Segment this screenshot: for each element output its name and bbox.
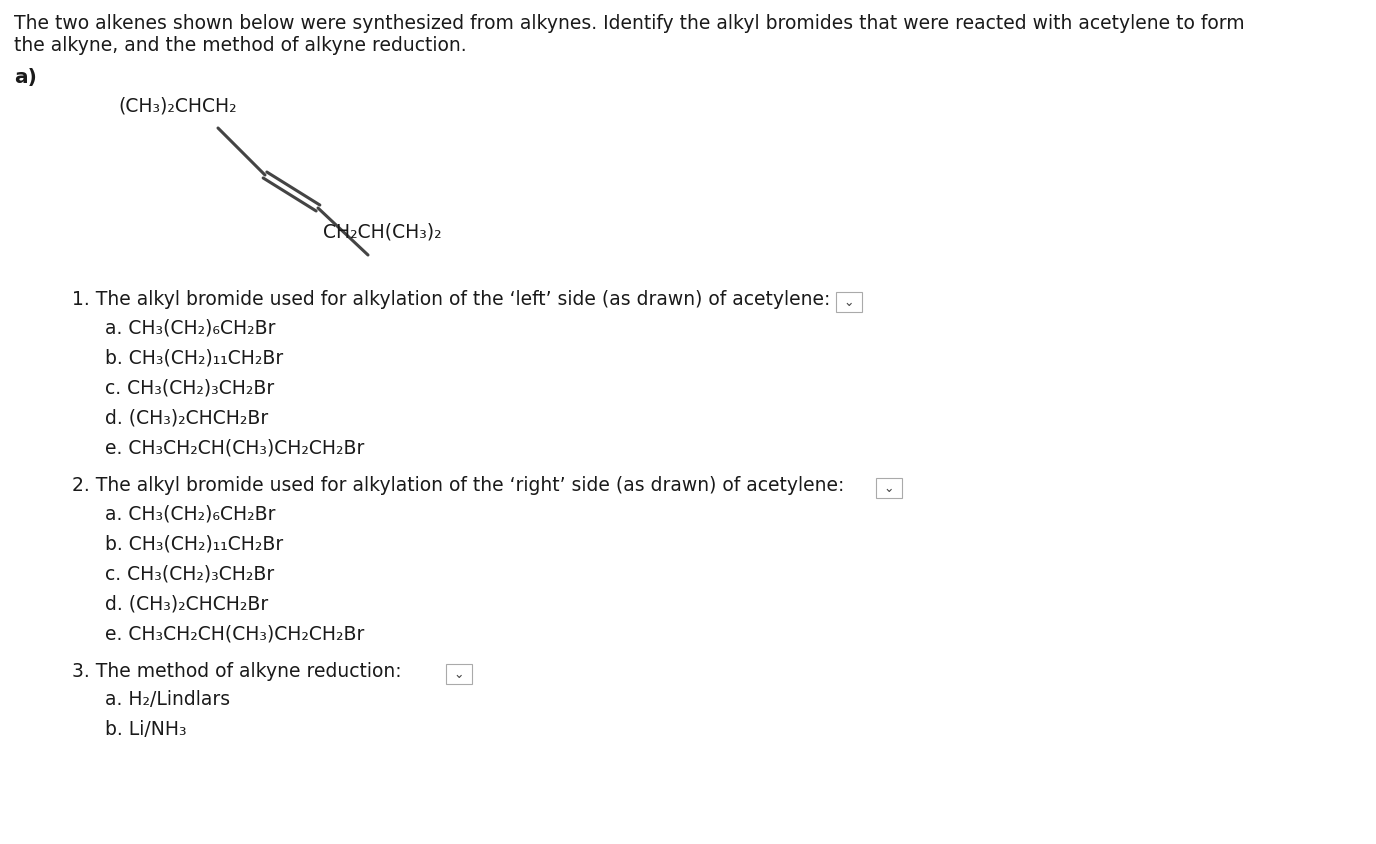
- FancyBboxPatch shape: [837, 292, 861, 312]
- FancyBboxPatch shape: [446, 664, 472, 684]
- Text: b. Li/NH₃: b. Li/NH₃: [105, 720, 187, 739]
- Text: e. CH₃CH₂CH(CH₃)CH₂CH₂Br: e. CH₃CH₂CH(CH₃)CH₂CH₂Br: [105, 438, 365, 457]
- Text: the alkyne, and the method of alkyne reduction.: the alkyne, and the method of alkyne red…: [14, 36, 466, 55]
- Text: The two alkenes shown below were synthesized from alkynes. Identify the alkyl br: The two alkenes shown below were synthes…: [14, 14, 1245, 33]
- Text: (CH₃)₂CHCH₂: (CH₃)₂CHCH₂: [118, 97, 237, 116]
- Text: 3. The method of alkyne reduction:: 3. The method of alkyne reduction:: [72, 662, 402, 681]
- Text: ⌄: ⌄: [843, 295, 854, 309]
- Text: ⌄: ⌄: [454, 668, 464, 680]
- FancyBboxPatch shape: [877, 478, 903, 498]
- Text: a. CH₃(CH₂)₆CH₂Br: a. CH₃(CH₂)₆CH₂Br: [105, 504, 275, 523]
- Text: b. CH₃(CH₂)₁₁CH₂Br: b. CH₃(CH₂)₁₁CH₂Br: [105, 534, 283, 553]
- Text: a. H₂/Lindlars: a. H₂/Lindlars: [105, 690, 230, 709]
- Text: e. CH₃CH₂CH(CH₃)CH₂CH₂Br: e. CH₃CH₂CH(CH₃)CH₂CH₂Br: [105, 624, 365, 643]
- Text: c. CH₃(CH₂)₃CH₂Br: c. CH₃(CH₂)₃CH₂Br: [105, 378, 274, 397]
- Text: b. CH₃(CH₂)₁₁CH₂Br: b. CH₃(CH₂)₁₁CH₂Br: [105, 348, 283, 367]
- Text: c. CH₃(CH₂)₃CH₂Br: c. CH₃(CH₂)₃CH₂Br: [105, 564, 274, 583]
- Text: 2. The alkyl bromide used for alkylation of the ‘right’ side (as drawn) of acety: 2. The alkyl bromide used for alkylation…: [72, 476, 845, 495]
- Text: d. (CH₃)₂CHCH₂Br: d. (CH₃)₂CHCH₂Br: [105, 594, 268, 613]
- Text: a. CH₃(CH₂)₆CH₂Br: a. CH₃(CH₂)₆CH₂Br: [105, 318, 275, 337]
- Text: ⌄: ⌄: [883, 481, 894, 495]
- Text: 1. The alkyl bromide used for alkylation of the ‘left’ side (as drawn) of acetyl: 1. The alkyl bromide used for alkylation…: [72, 290, 830, 309]
- Text: a): a): [14, 68, 37, 87]
- Text: d. (CH₃)₂CHCH₂Br: d. (CH₃)₂CHCH₂Br: [105, 408, 268, 427]
- Text: CH₂CH(CH₃)₂: CH₂CH(CH₃)₂: [323, 223, 442, 242]
